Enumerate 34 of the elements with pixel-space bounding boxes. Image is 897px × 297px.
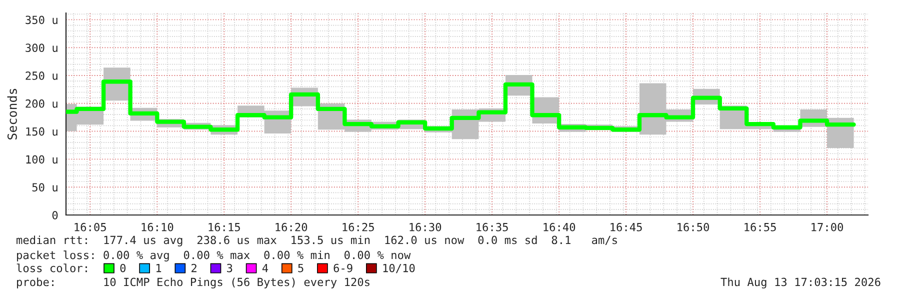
y-tick-label: 50 u (32, 183, 58, 192)
x-tick-label: 16:45 (610, 222, 642, 232)
text: packet loss: 0.00 % avg 0.00 % max 0.00 % min 0.00 % now (17, 250, 411, 262)
text: Thu Aug 13 17:03:15 2026 (720, 278, 880, 288)
legend-label: 4 (262, 264, 268, 272)
legend-title: loss color: (16, 264, 87, 272)
legend-label: 1 (156, 264, 162, 272)
y-tick-label: 350 u (26, 16, 58, 24)
legend-label: 6-9 (334, 264, 352, 272)
y-tick-label: 0 (52, 211, 58, 220)
text: median rtt: 177.4 us avg 238.6 us max 153.5 us min 162.0 us now 0.0 ms sd 8.1 am/s (16, 236, 617, 246)
y-tick-label: 200 u (26, 99, 58, 108)
x-tick-label: 16:20 (276, 222, 308, 232)
legend-label: 0 (120, 264, 126, 272)
legend-label: 3 (227, 264, 232, 272)
legend-label: 5 (298, 264, 304, 272)
x-tick-label: 16:15 (208, 222, 240, 232)
x-tick-label: 16:50 (678, 222, 710, 232)
y-tick-label: 100 u (26, 155, 58, 164)
x-tick-label: 16:10 (142, 222, 174, 232)
y-tick-label: 250 u (26, 72, 58, 80)
text: probe: 10 ICMP Echo Pings (56 Bytes) every 120s (17, 278, 370, 288)
y-tick-label: 300 u (26, 44, 58, 52)
x-tick-label: 16:05 (74, 222, 106, 232)
y-axis-title: Seconds (7, 88, 17, 140)
x-tick-label: 16:55 (744, 222, 776, 232)
x-tick-label: 16:30 (410, 222, 442, 232)
legend-label: 2 (192, 264, 196, 272)
x-tick-label: 16:25 (342, 222, 374, 232)
y-tick-label: 150 u (26, 127, 58, 136)
x-tick-label: 16:35 (476, 222, 508, 232)
legend-label: 10/10 (383, 264, 415, 274)
x-tick-label: 17:00 (812, 222, 844, 232)
x-tick-label: 16:40 (544, 222, 576, 232)
